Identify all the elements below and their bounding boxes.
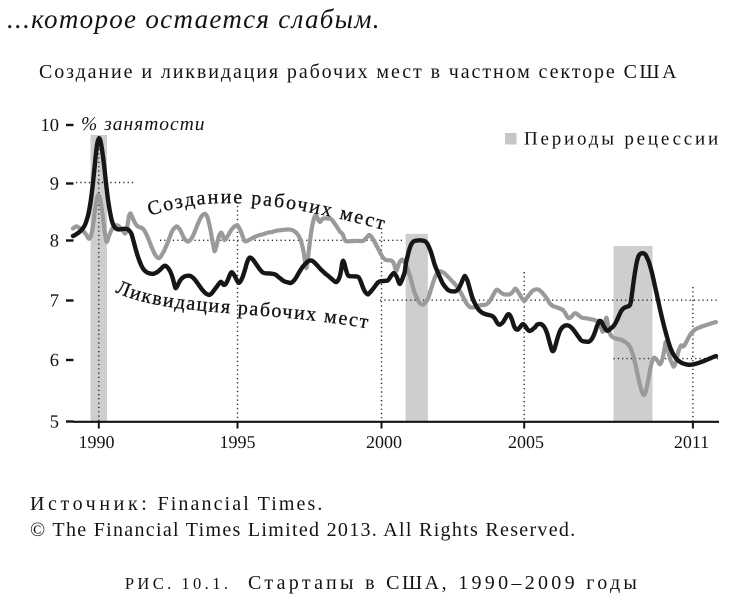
svg-text:6: 6 (50, 351, 59, 371)
svg-text:2000: 2000 (366, 432, 402, 452)
svg-text:2005: 2005 (508, 432, 544, 452)
svg-text:8: 8 (50, 232, 59, 252)
svg-text:Периоды рецессии: Периоды рецессии (524, 129, 721, 150)
svg-text:1995: 1995 (220, 432, 256, 452)
svg-text:7: 7 (50, 292, 59, 312)
svg-text:% занятости: % занятости (81, 114, 206, 135)
svg-text:9: 9 (50, 175, 59, 195)
svg-text:Ликвидация рабочих мест: Ликвидация рабочих мест (113, 276, 371, 333)
svg-text:1990: 1990 (79, 432, 115, 452)
svg-text:10: 10 (41, 116, 60, 136)
svg-text:Создание рабочих мест: Создание рабочих мест (145, 186, 389, 235)
svg-text:2011: 2011 (674, 432, 709, 452)
svg-text:5: 5 (50, 413, 59, 433)
